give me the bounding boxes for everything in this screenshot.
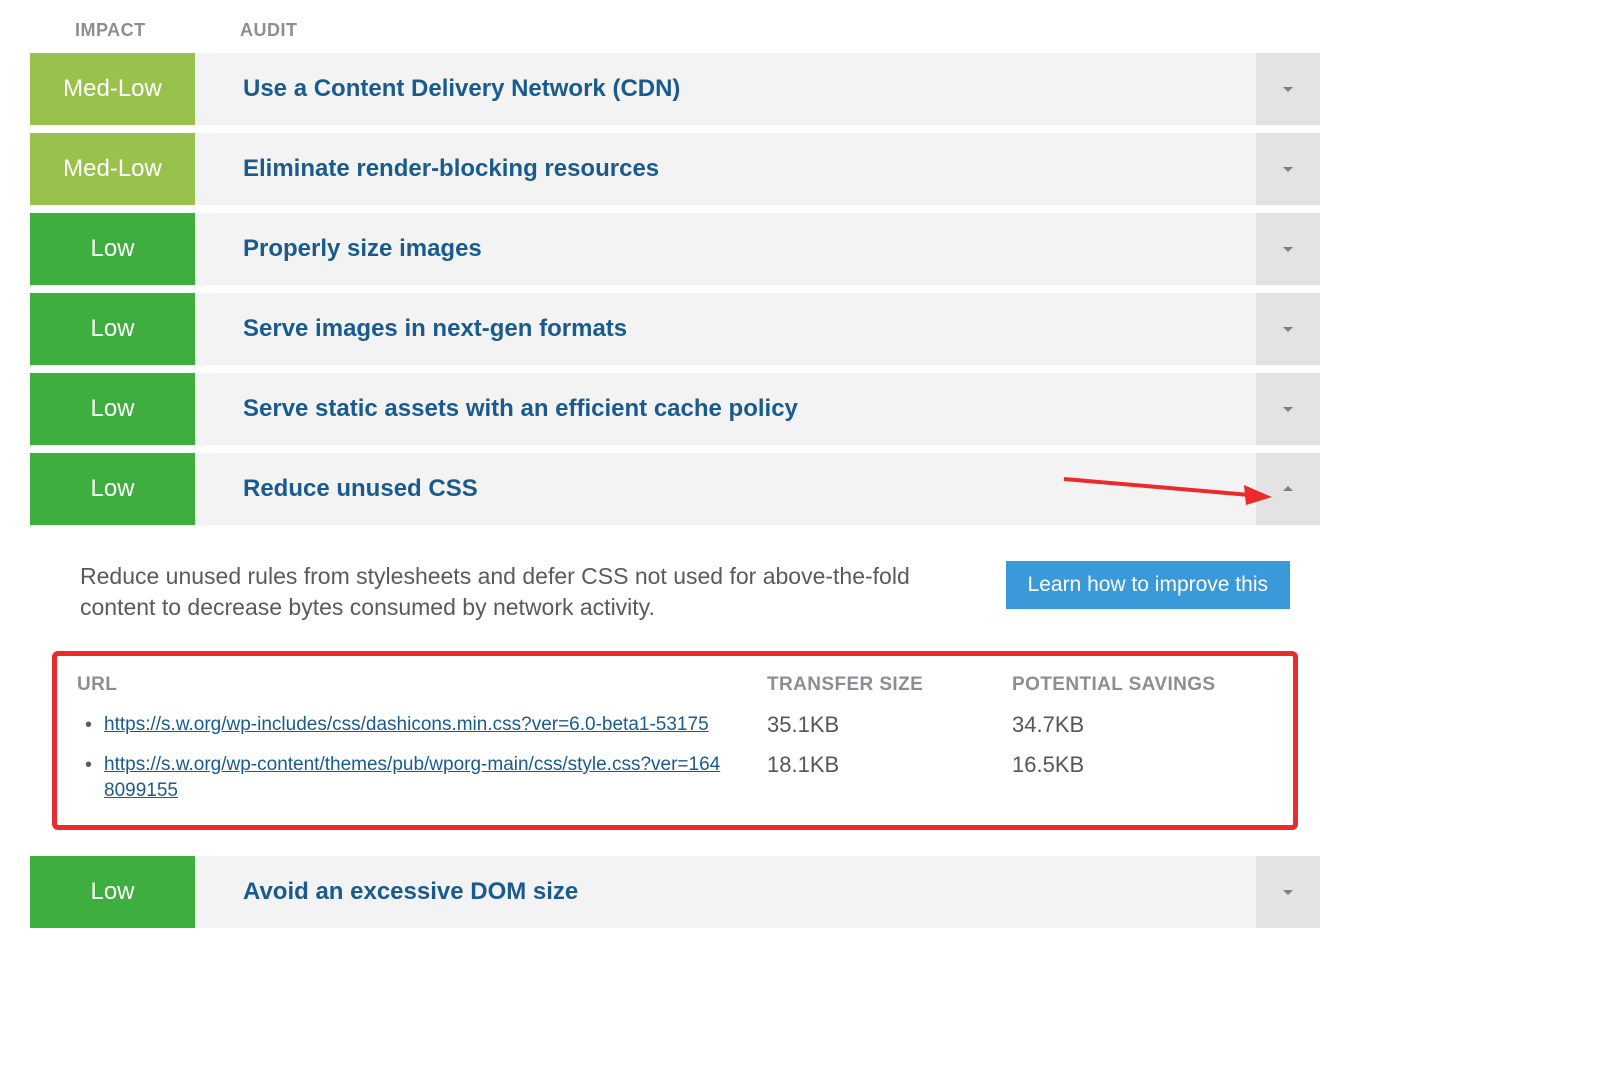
chevron-up-icon [1276, 477, 1300, 501]
chevron-down-icon [1276, 317, 1300, 341]
col-header-url: URL [77, 674, 767, 696]
chevron-down-icon [1276, 880, 1300, 904]
col-header-size: TRANSFER SIZE [767, 674, 1012, 696]
audit-row[interactable]: LowServe static assets with an efficient… [30, 373, 1320, 445]
audit-expanded-panel: Reduce unused rules from stylesheets and… [30, 533, 1320, 848]
expand-toggle[interactable] [1256, 453, 1320, 525]
expand-toggle[interactable] [1256, 856, 1320, 928]
url-table-header: URL TRANSFER SIZE POTENTIAL SAVINGS [77, 674, 1273, 696]
audit-title: Eliminate render-blocking resources [195, 133, 1256, 205]
impact-badge: Low [30, 373, 195, 445]
col-header-savings: POTENTIAL SAVINGS [1012, 674, 1273, 696]
impact-badge: Med-Low [30, 133, 195, 205]
url-table-row: • https://s.w.org/wp-content/themes/pub/w… [77, 752, 1273, 803]
header-impact: IMPACT [75, 20, 240, 41]
url-table-row: • https://s.w.org/wp-includes/css/dashico… [77, 712, 1273, 738]
audit-title: Reduce unused CSS [195, 453, 1256, 525]
bullet-icon: • [85, 752, 92, 778]
column-headers: IMPACT AUDIT [30, 20, 1320, 41]
audit-title: Serve images in next-gen formats [195, 293, 1256, 365]
potential-savings: 16.5KB [1012, 752, 1273, 778]
audit-row[interactable]: LowProperly size images [30, 213, 1320, 285]
audit-description: Reduce unused rules from stylesheets and… [80, 561, 966, 623]
expand-toggle[interactable] [1256, 53, 1320, 125]
chevron-down-icon [1276, 77, 1300, 101]
audit-row[interactable]: Med-LowUse a Content Delivery Network (C… [30, 53, 1320, 125]
audit-title: Use a Content Delivery Network (CDN) [195, 53, 1256, 125]
audit-list: IMPACT AUDIT Med-LowUse a Content Delive… [30, 20, 1320, 928]
audit-row[interactable]: LowServe images in next-gen formats [30, 293, 1320, 365]
expand-toggle[interactable] [1256, 373, 1320, 445]
chevron-down-icon [1276, 157, 1300, 181]
audit-row[interactable]: LowAvoid an excessive DOM size [30, 856, 1320, 928]
chevron-down-icon [1276, 237, 1300, 261]
potential-savings: 34.7KB [1012, 712, 1273, 738]
expand-toggle[interactable] [1256, 133, 1320, 205]
impact-badge: Med-Low [30, 53, 195, 125]
impact-badge: Low [30, 213, 195, 285]
bullet-icon: • [85, 712, 92, 738]
transfer-size: 35.1KB [767, 712, 1012, 738]
audit-row[interactable]: LowReduce unused CSS [30, 453, 1320, 525]
audit-title: Avoid an excessive DOM size [195, 856, 1256, 928]
css-url-link[interactable]: https://s.w.org/wp-includes/css/dashicon… [104, 712, 709, 738]
learn-how-button[interactable]: Learn how to improve this [1006, 561, 1290, 609]
audit-title: Properly size images [195, 213, 1256, 285]
impact-badge: Low [30, 293, 195, 365]
impact-badge: Low [30, 856, 195, 928]
url-table-highlight: URL TRANSFER SIZE POTENTIAL SAVINGS • htt… [52, 651, 1298, 830]
audit-row[interactable]: Med-LowEliminate render-blocking resourc… [30, 133, 1320, 205]
audit-title: Serve static assets with an efficient ca… [195, 373, 1256, 445]
header-audit: AUDIT [240, 20, 298, 41]
chevron-down-icon [1276, 397, 1300, 421]
transfer-size: 18.1KB [767, 752, 1012, 778]
expand-toggle[interactable] [1256, 213, 1320, 285]
css-url-link[interactable]: https://s.w.org/wp-content/themes/pub/wp… [104, 752, 724, 803]
impact-badge: Low [30, 453, 195, 525]
expand-toggle[interactable] [1256, 293, 1320, 365]
